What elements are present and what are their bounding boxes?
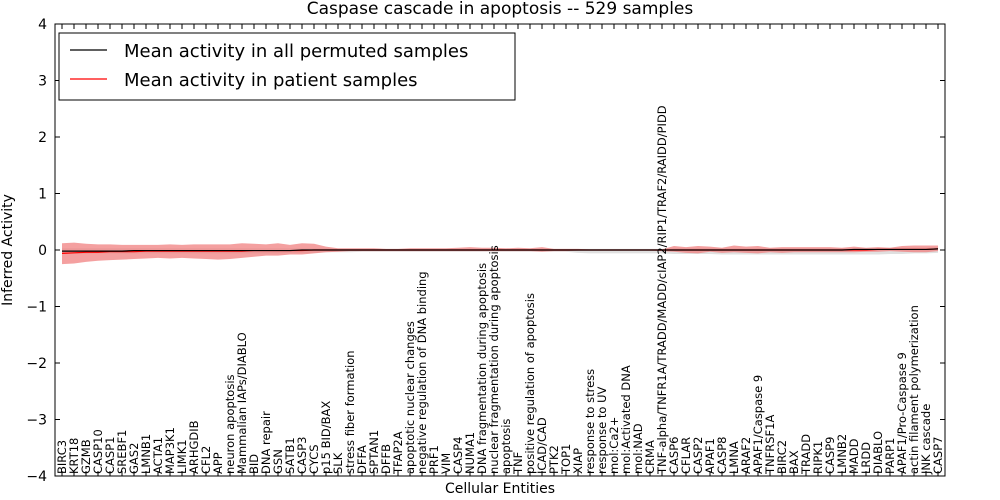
x-tick-label: GZMB [79,439,93,474]
x-tick-label: ARAF2 [739,437,753,474]
x-tick-label: NUMA1 [463,432,477,474]
x-tick-label: LRDD [859,442,873,474]
x-tick-label: TNF [511,452,525,475]
x-tick-label: response to UV [595,386,609,474]
x-tick-label: CASP10 [91,429,105,474]
x-ticks: BIRC3KRT18GZMBCASP10CASP1SREBF1GAS2LMNB1… [55,24,945,476]
x-tick-label: CASP9 [823,437,837,474]
y-tick-label: 0 [38,243,47,259]
x-tick-label: mol:Ca2+ [607,417,621,474]
x-tick-label: CASP4 [451,437,465,474]
y-tick-label: −1 [26,300,47,316]
permuted-line [62,248,939,252]
x-tick-label: DIABLO [871,431,885,474]
x-tick-label: ICAD/CAD [535,417,549,474]
x-tick-label: LIMK1 [175,439,189,474]
x-tick-label: DNA repair [259,411,273,474]
x-tick-label: ARHGDIB [187,420,201,474]
y-tick-label: 2 [38,130,47,146]
x-tick-label: DFFB [379,444,393,474]
x-tick-label: neuron apoptosis [223,374,237,474]
series-lines [61,248,939,254]
x-tick-label: PRF1 [427,445,441,474]
x-tick-label: CASP3 [295,437,309,474]
x-tick-label: CFLAR [679,437,693,474]
patient-band [62,242,938,265]
x-tick-label: SPTAN1 [367,430,381,474]
x-tick-label: JNK cascade [919,404,933,475]
x-tick-label: apoptotic nuclear changes [403,321,417,474]
x-tick-label: BID [247,454,261,474]
x-tick-label: positive regulation of apoptosis [523,293,537,474]
x-tick-label: CRMA [643,440,657,474]
x-tick-label: APAF1/Pro-Caspase 9 [895,352,909,474]
x-tick-label: SREBF1 [115,430,129,474]
y-axis-label: Inferred Activity [0,194,16,306]
x-tick-label: PTK2 [547,445,561,474]
x-tick-label: Mammalian IAPs/DIABLO [235,332,249,474]
x-tick-label: TRADD [799,434,813,475]
y-tick-label: 1 [38,187,47,203]
bands [62,242,938,265]
x-tick-label: DFFA [355,445,369,474]
x-tick-label: APAF1/Caspase 9 [751,375,765,474]
x-tick-label: GAS2 [127,443,141,474]
x-tick-label: CASP8 [715,437,729,474]
x-tick-label: TOP1 [559,444,573,475]
x-tick-label: XIAP [571,448,585,474]
x-tick-label: CASP2 [691,437,705,474]
x-tick-label: GSN [271,449,285,474]
y-ticks: −4 −3 −2 −1 0 1 2 3 4 [26,17,945,485]
x-tick-label: CFL2 [199,446,213,474]
x-tick-label: LMNB2 [835,434,849,474]
x-tick-label: ACTA1 [151,437,165,474]
x-tick-label: KRT18 [67,438,81,474]
legend-label-patient: Mean activity in patient samples [124,70,418,91]
x-tick-label: TFAP2A [391,431,405,475]
x-tick-label: mol:Activated DNA [619,365,633,474]
x-tick-label: RIPK1 [811,441,825,474]
x-tick-label: MAP3K1 [163,427,177,474]
x-tick-label: LMNB1 [139,434,153,474]
x-tick-label: nuclear fragmentation during apoptosis [487,245,501,474]
y-tick-label: −3 [26,413,47,429]
x-tick-label: SLK [331,452,345,474]
x-axis-label: Cellular Entities [445,481,555,497]
x-tick-label: BAX [787,450,801,474]
legend: Mean activity in all permuted samples Me… [58,32,516,101]
x-tick-label: LMNA [727,441,741,474]
x-tick-label: p15 BID/BAX [319,401,333,474]
x-tick-label: CASP6 [667,437,681,474]
y-tick-label: −4 [26,469,47,485]
x-tick-label: actin filament polymerization [907,305,921,474]
chart-title: Caspase cascade in apoptosis -- 529 samp… [307,0,694,19]
legend-label-permuted: Mean activity in all permuted samples [124,41,468,62]
x-tick-label: VIM [439,453,453,474]
x-tick-label: DNA fragmentation during apoptosis [475,263,489,474]
x-tick-label: negative regulation of DNA binding [415,271,429,474]
x-tick-label: BIRC2 [775,440,789,474]
x-tick-label: response to stress [583,369,597,474]
x-tick-label: CYCS [307,444,321,474]
x-tick-label: BIRC3 [55,440,69,474]
legend-box [58,32,516,101]
x-tick-label: APAF1 [703,438,717,474]
y-tick-label: 4 [38,17,47,33]
y-tick-label: 3 [38,74,47,90]
x-tick-label: CASP7 [931,437,945,474]
x-tick-label: SATB1 [283,437,297,474]
x-tick-label: MADD [847,438,861,474]
x-tick-label: apoptosis [499,419,513,474]
x-tick-label: APP [211,452,225,474]
x-tick-label: CASP1 [103,437,117,474]
x-tick-label: stress fiber formation [343,350,357,474]
x-tick-label: TNF-alpha/TNFR1A/TRADD/MADD/cIAP2/RIP1/T… [655,105,669,475]
x-tick-label: PARP1 [883,438,897,474]
x-tick-label: mol:NAD [631,423,645,474]
y-tick-label: −2 [26,356,47,372]
x-tick-label: TNFRSF1A [763,415,777,475]
